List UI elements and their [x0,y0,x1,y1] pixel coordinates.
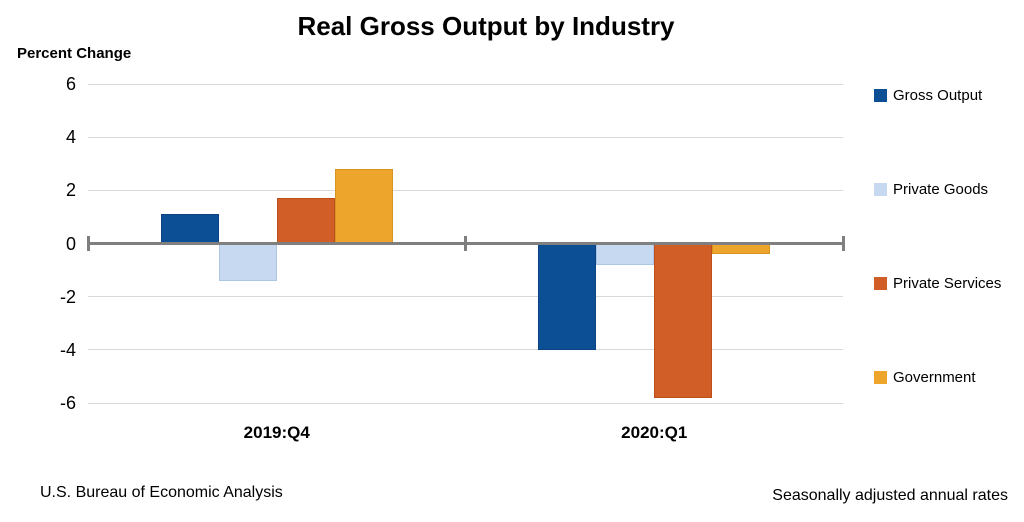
gridline [88,349,843,351]
gridline [88,83,843,85]
bar-gross-output-2019-q4 [160,214,219,244]
legend-item-gross-output: Gross Output [874,86,982,104]
category-label-2019-q4: 2019:Q4 [243,423,310,442]
legend-swatch-gross-output [874,88,887,102]
gridline [88,189,843,191]
gridline [88,296,843,298]
legend-label: Gross Output [893,86,983,104]
gridline [88,136,843,138]
y-axis-unit-label: Percent Change [17,45,132,62]
legend-swatch-government [874,370,887,384]
legend-item-private-services: Private Services [874,274,1001,292]
legend-label: Private Goods [893,180,989,198]
y-axis-tick-label: 0 [65,233,76,254]
gridline [88,402,843,404]
legend-swatch-private-goods [874,182,887,196]
bar-government-2019-q4 [334,169,393,244]
x-axis-tick [464,236,467,251]
plot-area [86,83,845,404]
legend-label: Government [893,368,976,386]
source-note: U.S. Bureau of Economic Analysis [40,484,283,501]
bar-gross-output-2020-q1 [538,243,597,350]
y-axis-tick-label: 6 [65,74,76,94]
legend-swatch-private-services [874,276,887,290]
chart-title: Real Gross Output by Industry [297,11,675,41]
y-axis-tick-label: -4 [59,339,76,360]
x-axis-tick [86,236,90,251]
bar-government-2020-q1 [712,243,771,255]
legend-item-private-goods: Private Goods [874,180,988,198]
bar-private-goods-2019-q4 [218,243,277,281]
y-axis-tick-label: -2 [59,286,76,307]
legend-label: Private Services [893,274,1002,292]
y-axis-tick-label: -6 [59,393,76,413]
category-label-2020-q1: 2020:Q1 [621,423,688,442]
legend-item-government: Government [874,368,976,386]
bar-private-goods-2020-q1 [596,243,655,265]
adjustment-note: Seasonally adjusted annual rates [772,487,1008,504]
y-axis-tick-label: 4 [65,127,76,148]
bar-private-services-2019-q4 [276,198,335,244]
bar-private-services-2020-q1 [654,243,713,398]
x-axis-tick [841,236,845,251]
legend: Gross Output Private Goods Private Service… [874,86,1022,388]
y-axis-tick-label: 2 [65,180,76,201]
